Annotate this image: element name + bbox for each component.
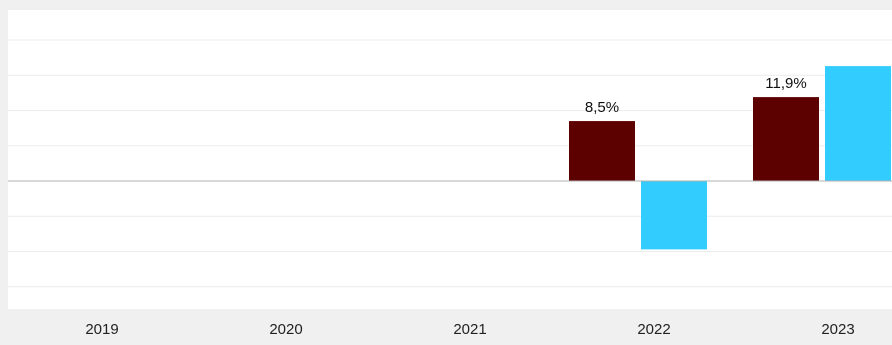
bar xyxy=(753,97,819,181)
x-tick-labels: 2019 2020 2021 2022 2023 xyxy=(85,321,854,338)
x-tick-label: 2021 xyxy=(453,321,486,338)
x-tick-label: 2023 xyxy=(821,321,854,338)
data-label: 8,5% xyxy=(585,99,619,116)
bar xyxy=(825,66,891,181)
bars xyxy=(569,66,891,250)
data-label: 11,9% xyxy=(765,75,806,92)
data-labels: 8,5% 11,9% xyxy=(585,75,807,116)
bar xyxy=(641,181,707,250)
x-tick-label: 2019 xyxy=(85,321,118,338)
plot-area xyxy=(8,10,892,309)
x-tick-label: 2022 xyxy=(637,321,670,338)
x-tick-label: 2020 xyxy=(269,321,302,338)
bar xyxy=(569,121,635,181)
grid-lines xyxy=(8,39,892,288)
